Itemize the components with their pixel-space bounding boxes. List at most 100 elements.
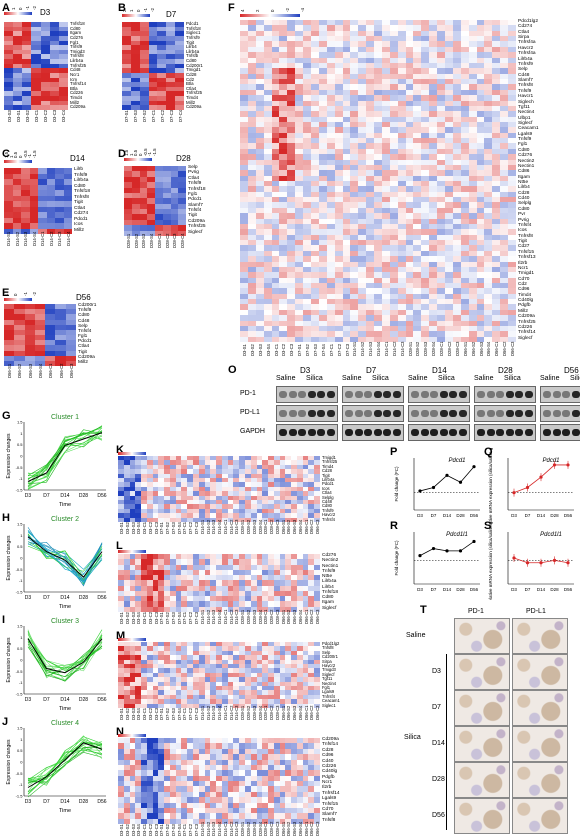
sample-label: D28-C1 bbox=[263, 706, 268, 720]
wb-band bbox=[515, 410, 523, 417]
wb-band bbox=[543, 410, 551, 417]
wb-band bbox=[543, 391, 551, 398]
y-tick-label: 1.5 bbox=[17, 726, 23, 731]
scale-tick: 1 bbox=[4, 294, 9, 296]
sample-label: D56-C2 bbox=[309, 706, 314, 720]
wb-strip bbox=[342, 424, 404, 441]
wb-band bbox=[411, 410, 419, 417]
sample-label: D7-C1 bbox=[182, 612, 187, 624]
sample-label: D28-S2 bbox=[246, 520, 251, 534]
sample-label: D56-S1 bbox=[7, 364, 12, 378]
sample-label: D28-C2 bbox=[165, 234, 170, 248]
sample-label: D7-S2 bbox=[142, 110, 147, 122]
y-tick-label: -1.5 bbox=[16, 590, 24, 595]
sample-label: D14-S3 bbox=[211, 706, 216, 720]
wb-strip bbox=[342, 405, 404, 422]
sample-label: D14-S1 bbox=[6, 232, 11, 246]
wb-band bbox=[449, 391, 457, 398]
wb-band bbox=[459, 429, 467, 436]
sample-label: D3-S1 bbox=[119, 708, 124, 720]
sample-label: D28-C1 bbox=[263, 520, 268, 534]
wb-band bbox=[411, 429, 419, 436]
color-scale-bar bbox=[4, 160, 32, 163]
y-tick-label: 1 bbox=[20, 635, 23, 640]
wb-strip bbox=[408, 424, 470, 441]
panel-label-o: O bbox=[228, 364, 237, 376]
wb-band bbox=[430, 391, 438, 398]
wb-band bbox=[515, 429, 523, 436]
scale-tick: -2 bbox=[32, 292, 37, 296]
sample-label: D7-C1 bbox=[182, 708, 187, 720]
sample-label: D56-C3 bbox=[315, 610, 320, 624]
wb-band bbox=[506, 410, 514, 417]
sample-label: D56-C1 bbox=[494, 342, 499, 356]
sample-label: D7-C4 bbox=[178, 110, 183, 122]
wb-band bbox=[298, 410, 306, 417]
sample-label: D14-C4 bbox=[66, 232, 71, 246]
scale-tick: -2 bbox=[285, 8, 290, 12]
heatmap-grid bbox=[124, 166, 186, 236]
wb-band bbox=[374, 391, 382, 398]
wb-timepoint-label: D14 bbox=[432, 366, 447, 375]
sample-label: D7-S1 bbox=[297, 344, 302, 356]
x-axis-label: Time bbox=[59, 604, 71, 610]
cluster-line bbox=[28, 749, 102, 785]
sample-label: D56-S2 bbox=[471, 342, 476, 356]
wb-band bbox=[506, 391, 514, 398]
cluster-title: Cluster 3 bbox=[51, 618, 79, 625]
wb-band bbox=[364, 410, 372, 417]
sample-label: D7-S4 bbox=[177, 708, 182, 720]
wb-band bbox=[562, 391, 570, 398]
sample-label: D3-S4 bbox=[266, 344, 271, 356]
sample-label: D56-S1 bbox=[281, 520, 286, 534]
wb-group-label: Silica bbox=[570, 375, 580, 382]
x-tick-label: D3 bbox=[25, 799, 32, 805]
wb-band bbox=[477, 391, 485, 398]
scale-tick: 0 bbox=[18, 8, 23, 10]
wb-band bbox=[562, 429, 570, 436]
y-tick-label: 1 bbox=[20, 431, 23, 436]
wb-band bbox=[279, 391, 287, 398]
sample-label: D56-S3 bbox=[292, 610, 297, 624]
sample-label: D56-C1 bbox=[48, 364, 53, 378]
wb-band bbox=[440, 410, 448, 417]
scale-tick: -1 bbox=[143, 8, 148, 12]
sample-label: D28-C3 bbox=[275, 610, 280, 624]
wb-band bbox=[487, 410, 495, 417]
color-scale-bar bbox=[124, 158, 152, 161]
sample-label: D14-S3 bbox=[211, 610, 216, 624]
sample-label: D3-C1 bbox=[34, 110, 39, 122]
y-axis-label: Expression changes bbox=[6, 433, 12, 479]
sample-label: D56-C1 bbox=[304, 706, 309, 720]
wb-band bbox=[374, 410, 382, 417]
wb-band bbox=[477, 410, 485, 417]
scale-tick: 0 bbox=[13, 294, 18, 296]
wb-strip bbox=[474, 405, 536, 422]
scale-tick: 2 bbox=[4, 8, 9, 10]
sample-label: D28-C2 bbox=[447, 342, 452, 356]
color-scale-bar bbox=[240, 14, 300, 17]
sample-label: D14-S4 bbox=[217, 706, 222, 720]
heatmap-grid bbox=[240, 20, 516, 342]
wb-band bbox=[440, 391, 448, 398]
wb-timepoint-label: D28 bbox=[498, 366, 513, 375]
y-tick-label: -0.5 bbox=[16, 669, 24, 674]
scale-tick: 0 bbox=[270, 10, 275, 12]
sample-label: D7-S3 bbox=[313, 344, 318, 356]
y-tick-label: -1.5 bbox=[16, 794, 24, 799]
scale-tick: -1 bbox=[23, 292, 28, 296]
sample-label: D3-C2 bbox=[43, 110, 48, 122]
sample-label: D3-C1 bbox=[142, 522, 147, 534]
sample-label: D28-S2 bbox=[134, 234, 139, 248]
sample-label: D14-C2 bbox=[392, 342, 397, 356]
x-tick-label: D3 bbox=[25, 595, 32, 601]
